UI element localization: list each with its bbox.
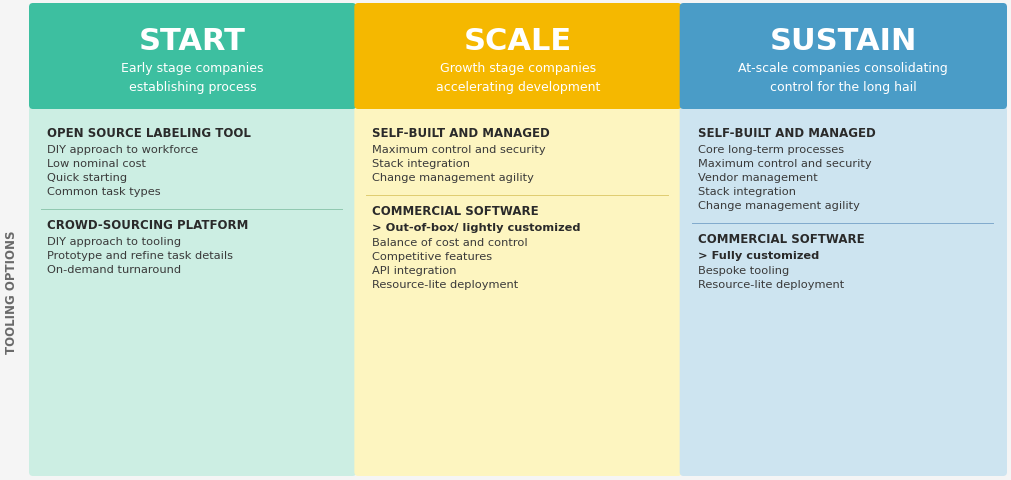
- Text: Bespoke tooling: Bespoke tooling: [698, 265, 789, 276]
- Text: Competitive features: Competitive features: [372, 252, 492, 262]
- FancyBboxPatch shape: [679, 107, 1007, 476]
- Text: Maximum control and security: Maximum control and security: [698, 159, 871, 168]
- Text: TOOLING OPTIONS: TOOLING OPTIONS: [5, 230, 18, 353]
- Text: Resource-lite deployment: Resource-lite deployment: [372, 279, 519, 289]
- Text: Stack integration: Stack integration: [372, 159, 470, 168]
- Text: Low nominal cost: Low nominal cost: [47, 159, 146, 168]
- FancyBboxPatch shape: [29, 4, 356, 110]
- Text: Vendor management: Vendor management: [698, 173, 818, 182]
- Text: On-demand turnaround: On-demand turnaround: [47, 264, 181, 275]
- Text: > Fully customized: > Fully customized: [698, 251, 819, 261]
- FancyBboxPatch shape: [29, 107, 356, 476]
- Text: COMMERCIAL SOFTWARE: COMMERCIAL SOFTWARE: [372, 204, 539, 217]
- Text: DIY approach to tooling: DIY approach to tooling: [47, 237, 181, 247]
- Text: SELF-BUILT AND MANAGED: SELF-BUILT AND MANAGED: [698, 127, 876, 140]
- Text: SCALE: SCALE: [464, 27, 572, 56]
- Text: COMMERCIAL SOFTWARE: COMMERCIAL SOFTWARE: [698, 232, 864, 245]
- Text: Resource-lite deployment: Resource-lite deployment: [698, 279, 844, 289]
- Text: Maximum control and security: Maximum control and security: [372, 144, 546, 155]
- Text: OPEN SOURCE LABELING TOOL: OPEN SOURCE LABELING TOOL: [47, 127, 251, 140]
- Text: DIY approach to workforce: DIY approach to workforce: [47, 144, 198, 155]
- FancyBboxPatch shape: [679, 4, 1007, 110]
- Text: API integration: API integration: [372, 265, 457, 276]
- Text: Balance of cost and control: Balance of cost and control: [372, 238, 528, 248]
- Text: Stack integration: Stack integration: [698, 187, 796, 197]
- Text: Change management agility: Change management agility: [698, 201, 859, 211]
- Text: At-scale companies consolidating
control for the long hail: At-scale companies consolidating control…: [738, 62, 948, 94]
- FancyBboxPatch shape: [354, 4, 681, 110]
- Text: Core long-term processes: Core long-term processes: [698, 144, 844, 155]
- Text: Growth stage companies
accelerating development: Growth stage companies accelerating deve…: [436, 62, 601, 94]
- Text: Common task types: Common task types: [47, 187, 161, 197]
- Text: CROWD-SOURCING PLATFORM: CROWD-SOURCING PLATFORM: [47, 218, 249, 231]
- FancyBboxPatch shape: [354, 107, 681, 476]
- Text: SELF-BUILT AND MANAGED: SELF-BUILT AND MANAGED: [372, 127, 550, 140]
- Text: Change management agility: Change management agility: [372, 173, 534, 182]
- Text: SUSTAIN: SUSTAIN: [769, 27, 917, 56]
- Text: START: START: [140, 27, 246, 56]
- Text: Quick starting: Quick starting: [47, 173, 127, 182]
- Text: > Out-of-box/ lightly customized: > Out-of-box/ lightly customized: [372, 223, 581, 232]
- Text: Prototype and refine task details: Prototype and refine task details: [47, 251, 233, 261]
- Text: Early stage companies
establishing process: Early stage companies establishing proce…: [121, 62, 264, 94]
